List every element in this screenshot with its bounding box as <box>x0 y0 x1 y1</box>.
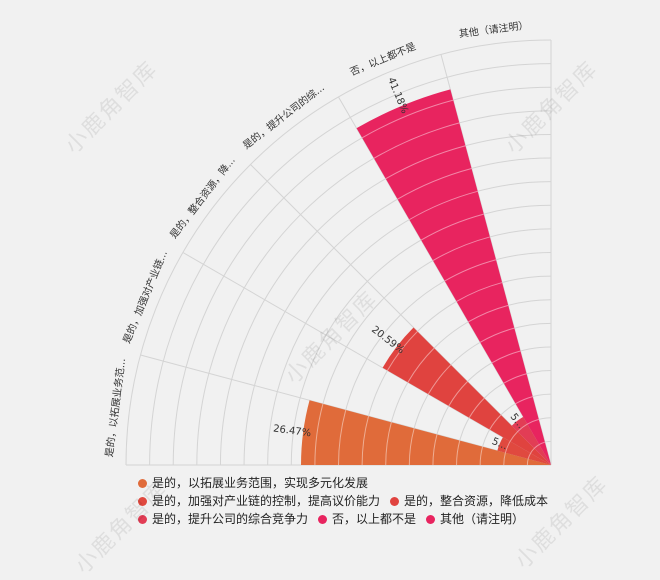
bar-grid-ring <box>408 428 415 466</box>
legend-item[interactable]: 否，以上都不是 <box>318 510 416 528</box>
bar-grid-ring <box>468 397 485 419</box>
legend-marker <box>138 478 147 488</box>
bar-grid-ring <box>338 409 347 466</box>
legend-marker <box>138 514 147 524</box>
bar-grid-ring <box>517 423 528 432</box>
legend-label: 否，以上都不是 <box>332 512 417 526</box>
axis-label: 其他（请注明） <box>458 18 529 40</box>
legend-row: 是的，加强对产业链的控制，提高议价能力 是的，整合资源，降低成本 <box>138 492 648 510</box>
legend-label: 是的，提升公司的综合竞争力 <box>152 512 309 526</box>
bar-grid-ring <box>527 418 539 425</box>
legend-marker <box>390 496 400 506</box>
polar-bar-chart: 26.47%5...20.59%5...41.18%是的，以拓展业务范...是的… <box>102 18 552 466</box>
bar-3 <box>382 327 551 465</box>
axis-label: 是的，以拓展业务范... <box>102 357 128 457</box>
bar-grid-ring <box>491 350 521 364</box>
axis-label: 否，以上都不是 <box>348 40 417 78</box>
bar-grid-ring <box>527 452 531 460</box>
legend-marker <box>426 514 436 524</box>
bar-grid-ring <box>397 168 472 200</box>
bar-grid-ring <box>385 422 392 466</box>
bar-grid-ring <box>314 403 324 466</box>
data-label: 41.18% <box>385 76 410 115</box>
legend-item[interactable]: 是的，以拓展业务范围，实现多元化发展 <box>138 474 368 492</box>
bar-grid-ring <box>530 447 535 454</box>
legend-item[interactable]: 其他（请注明） <box>426 510 524 528</box>
chart-legend: 是的，以拓展业务范围，实现多元化发展 是的，加强对产业链的控制，提高议价能力 是的，… <box>138 474 648 528</box>
bar-grid-ring <box>509 431 518 442</box>
bar-grid-ring <box>420 213 484 241</box>
bar-4 <box>511 416 551 465</box>
legend-marker <box>138 496 147 506</box>
legend-marker <box>318 514 328 524</box>
bar-grid-ring <box>479 327 515 343</box>
bar-5 <box>356 89 551 465</box>
bar-grid-ring <box>432 236 491 261</box>
bar-grid-ring <box>515 396 533 405</box>
bar-grid-ring <box>533 444 540 449</box>
legend-item[interactable]: 是的，整合资源，降低成本 <box>390 492 548 510</box>
bar-grid-ring <box>361 415 370 466</box>
bar-grid-ring <box>456 282 503 302</box>
bar-grid-ring <box>538 441 546 445</box>
legend-row: 是的，提升公司的综合竞争力 否，以上都不是 其他（请注明） <box>138 510 648 528</box>
bar-grid-ring <box>407 347 435 383</box>
legend-item[interactable]: 是的，提升公司的综合竞争力 <box>138 510 308 528</box>
bar-grid-ring <box>386 331 418 371</box>
bar-grid-ring <box>503 452 506 466</box>
bar-grid-ring <box>479 446 484 466</box>
axis-label: 是的，加强对产业链... <box>120 248 170 345</box>
data-label: 26.47% <box>272 423 311 439</box>
bar-grid-ring <box>361 99 454 139</box>
bar-grid-ring <box>432 434 438 466</box>
bar-grid-ring <box>385 145 466 180</box>
bar-grid-ring <box>489 414 502 430</box>
legend-label: 是的，加强对产业链的控制，提高议价能力 <box>152 494 381 508</box>
grid-spoke <box>182 252 552 466</box>
bar-2 <box>497 437 551 465</box>
bar-grid-ring <box>444 259 497 282</box>
legend-label: 其他（请注明） <box>440 512 525 526</box>
bar-grid-ring <box>456 440 461 466</box>
bar-grid-ring <box>468 304 509 323</box>
bar-1 <box>301 400 551 465</box>
bar-grid-ring <box>448 381 468 407</box>
legend-row: 是的，以拓展业务范围，实现多元化发展 <box>138 474 648 492</box>
bar-grid-ring <box>409 190 478 221</box>
bar-grid-ring <box>503 373 527 384</box>
bar-grid-ring <box>504 441 511 453</box>
bar-grid-ring <box>373 122 460 159</box>
legend-label: 是的，整合资源，降低成本 <box>404 494 549 508</box>
legend-item[interactable]: 是的，加强对产业链的控制，提高议价能力 <box>138 492 380 510</box>
legend-label: 是的，以拓展业务范围，实现多元化发展 <box>152 476 369 490</box>
bar-grid-ring <box>427 364 452 395</box>
bar-grid-ring <box>526 458 529 466</box>
